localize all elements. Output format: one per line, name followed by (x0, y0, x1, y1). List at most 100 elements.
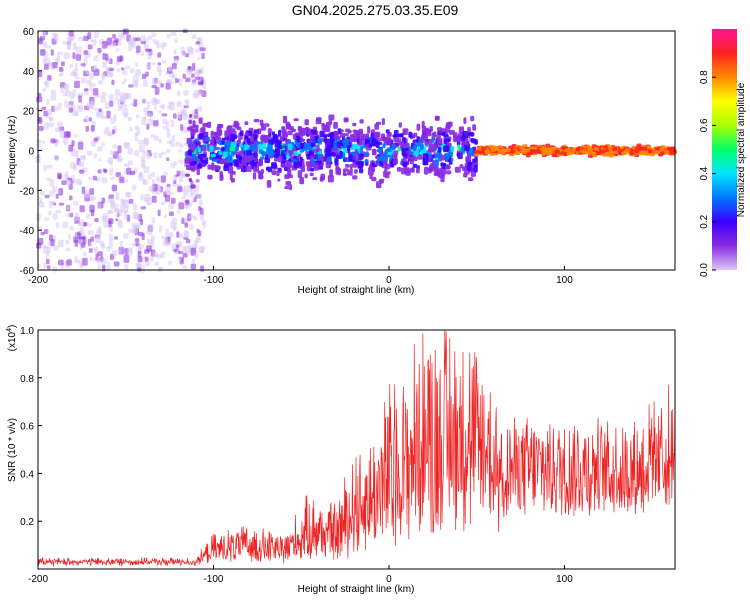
spectrogram-cell (127, 116, 132, 122)
spectrogram-cell (543, 150, 549, 155)
spectrogram-cell (445, 165, 451, 169)
snr-ylabel: SNR (10 * v/v) (7, 418, 18, 482)
spectrogram-cell (114, 89, 120, 97)
spectrogram-cell (97, 226, 102, 235)
spectrogram-cell (393, 129, 399, 137)
spectrogram-cell (62, 221, 68, 229)
spectrogram-cell (493, 146, 499, 151)
spectrogram-cell (184, 231, 189, 238)
spectrogram-cell (182, 253, 188, 258)
spectrogram-cell (141, 265, 145, 273)
spectrogram-cell (229, 172, 233, 181)
spectrogram-cell (182, 188, 186, 197)
spectrogram-cell (176, 102, 182, 108)
spectrogram-cell (155, 99, 161, 105)
spectrogram-cell (161, 113, 168, 117)
spectrogram-cell (70, 71, 77, 77)
spectrogram-cell (108, 210, 112, 214)
spectrogram-cell (106, 110, 111, 119)
spectrogram-cell (50, 49, 54, 56)
spectrogram-cell (178, 149, 182, 153)
spectrogram-cell (136, 37, 141, 41)
spectrogram-cell (90, 198, 94, 203)
spectrogram-cell (57, 172, 62, 179)
spectrogram-cell (393, 150, 399, 156)
spectrogram-cell (349, 163, 353, 169)
spectrogram-cell (599, 149, 605, 154)
spectrogram-cell (304, 119, 309, 126)
spectrogram-cell (603, 145, 609, 150)
spectrogram-cell (257, 162, 261, 167)
spectrogram-cell (194, 76, 201, 80)
spectrogram-cell (647, 149, 653, 154)
spectrogram-cell (267, 144, 273, 153)
spectrogram-cell (111, 129, 116, 135)
spectrogram-cell (297, 170, 303, 178)
spectrogram-cell (219, 158, 225, 164)
spectrogram-cell (333, 140, 337, 149)
spectrogram-cell (547, 147, 553, 152)
spectrogram-cell (108, 234, 114, 242)
spectrogram-cell (312, 177, 318, 181)
spectrogram-cell (404, 169, 411, 176)
spectrogram-cell (89, 83, 96, 87)
spectrogram-cell (151, 84, 157, 89)
spectrogram-cell (352, 175, 358, 180)
snr-ytick-label: 0.6 (20, 422, 34, 433)
spectrogram-cell (38, 70, 43, 78)
spectrogram-cell (142, 79, 148, 88)
spectrogram-cell (412, 145, 417, 152)
spectrogram-cell (209, 157, 213, 161)
spectrogram-cell (69, 195, 73, 201)
spectrogram-cell (593, 146, 599, 151)
spectrogram-cell (303, 147, 308, 152)
spectrogram-cell (78, 162, 82, 166)
spectrogram-cell (73, 42, 77, 51)
spectrogram-cell (182, 246, 186, 253)
spectrogram-cell (146, 201, 151, 206)
spectrogram-cell (454, 166, 461, 173)
spectrogram-cell (98, 80, 103, 85)
spectrogram-cell (566, 151, 572, 156)
spectrogram-cell (462, 131, 469, 139)
spectrogram-cell (147, 229, 153, 235)
spectrogram-cell (194, 252, 199, 259)
spectrogram-cell (181, 217, 185, 225)
spectrogram-cell (398, 133, 404, 138)
spectrogram-cell (146, 245, 152, 252)
spectrogram-cell (97, 47, 102, 53)
spectrogram-cell (455, 138, 462, 142)
spectrogram-cell (187, 149, 193, 156)
spectrogram-cell (65, 170, 69, 177)
spectrogram-cell (408, 131, 413, 138)
spectrogram-cell (119, 240, 123, 249)
spectrogram-cell (113, 261, 120, 267)
spectrogram-cell (67, 177, 73, 181)
spectrogram-cell (148, 224, 154, 230)
spectrogram-cell (333, 121, 338, 129)
spectrogram-cell (402, 153, 408, 158)
spectrogram-cell (225, 145, 231, 150)
spectrogram-cell (75, 178, 82, 186)
spectrogram-cell (359, 119, 364, 124)
spectrogram-cell (57, 103, 62, 110)
spectrogram-cell (79, 227, 85, 234)
spectrogram-cell (157, 209, 161, 217)
spectrogram-cell (52, 212, 58, 220)
spectrogram-cell (57, 121, 63, 127)
spectrogram-cell (147, 118, 153, 125)
spectrogram-cell (259, 156, 265, 160)
spectrogram-cell (147, 173, 152, 180)
spectrogram-cell (140, 51, 144, 56)
spectrogram-cell (108, 67, 115, 71)
spectrogram-cell (484, 150, 490, 155)
spectrogram-cell (44, 194, 50, 199)
spectrogram-cell (195, 69, 200, 76)
spectrogram-cell (89, 242, 93, 248)
spectrogram-cell (49, 201, 56, 205)
spectrogram-cell (184, 99, 189, 104)
spectrogram-cell (74, 133, 78, 138)
spectrogram-xtick-label: 100 (556, 275, 573, 286)
spectrogram-cell (93, 137, 99, 142)
spectrogram-cell (164, 194, 171, 202)
